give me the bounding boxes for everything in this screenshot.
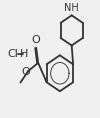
Text: O: O	[31, 35, 40, 45]
Text: O: O	[22, 67, 30, 77]
Text: H: H	[20, 49, 28, 59]
Text: Cl: Cl	[7, 49, 18, 59]
Text: NH: NH	[64, 3, 79, 13]
